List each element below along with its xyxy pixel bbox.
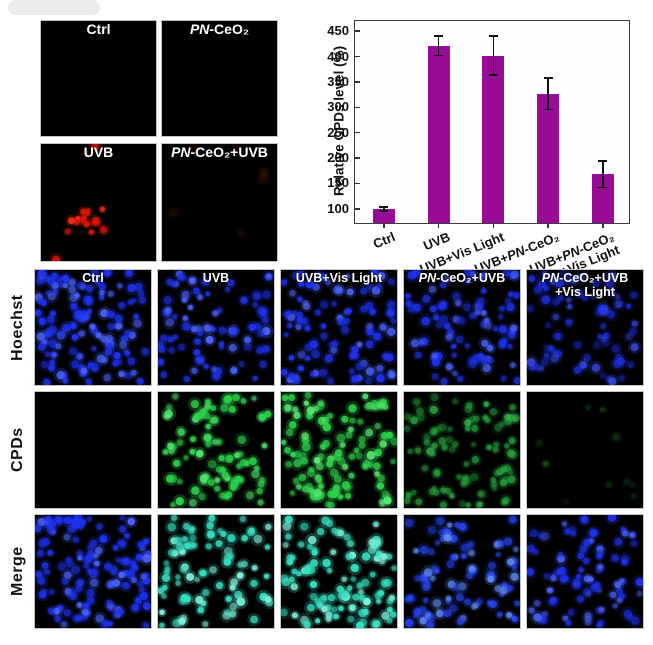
x-tick-mark	[383, 224, 385, 228]
panel-label: PN-CeO₂	[189, 21, 250, 37]
micro-cell-hoechst-uvb: UVB	[157, 269, 275, 386]
error-bar	[602, 161, 604, 188]
x-tick-mark	[547, 224, 549, 228]
y-tick-mark	[355, 55, 360, 58]
y-tick-mark	[355, 106, 360, 109]
bar	[591, 174, 614, 223]
fluorescence-image	[158, 270, 274, 385]
column-header: Ctrl	[82, 271, 104, 285]
micro-panel-ctrl: Ctrl	[40, 20, 157, 137]
y-tick-label: 200	[327, 150, 349, 166]
micro-panel-uvb: UVB	[40, 143, 157, 262]
micro-panel-pn-ceo2: PN-CeO₂	[161, 20, 278, 137]
panel-label: UVB	[83, 144, 114, 160]
micro-cell-hoechst-pnceo2-uvb: PN-CeO₂+UVB	[403, 269, 521, 386]
y-tick-label: 150	[327, 175, 349, 191]
micro-cell-cpds-ctrl	[34, 391, 152, 509]
fluorescence-image	[281, 270, 397, 385]
micro-cell-hoechst-pnceo2-uvb-vis: PN-CeO₂+UVB +Vis Light	[526, 269, 644, 386]
y-tick-mark	[355, 157, 360, 159]
y-tick-label: 250	[327, 124, 349, 140]
micro-cell-cpds-uvb	[157, 391, 275, 509]
error-bar	[547, 77, 549, 110]
bar	[537, 93, 560, 223]
panel-label: Ctrl	[86, 21, 111, 37]
fluorescence-image	[169, 144, 273, 240]
x-tick-mark	[602, 224, 604, 228]
error-bar-cap-top	[598, 160, 608, 162]
bar	[482, 55, 505, 223]
plot-area: 100 150 200 250 300 350 400 450 Ctrl UVB UVB+Vis L…	[327, 20, 630, 279]
fluorescence-image	[527, 515, 643, 628]
fluorescence-image	[49, 144, 110, 261]
fluorescence-image	[404, 270, 520, 385]
error-bar-cap-top	[434, 35, 444, 37]
y-tick-mark	[355, 81, 360, 83]
top-fluorescence-grid: Ctrl PN-CeO₂ UVB PN-CeO₂+UVB	[40, 20, 278, 262]
micro-cell-merge-uvb-vis	[280, 514, 398, 629]
column-header: PN-CeO₂+UVB	[418, 271, 506, 285]
column-header: UVB+Vis Light	[295, 271, 383, 285]
fluorescence-image	[527, 270, 642, 385]
error-bar	[492, 36, 495, 75]
micro-cell-merge-pnceo2-uvb	[403, 514, 521, 629]
y-tick-label: 450	[327, 23, 349, 39]
fluorescence-image	[35, 515, 151, 628]
y-tick-mark	[355, 30, 360, 32]
micro-cell-hoechst-ctrl: Ctrl	[34, 269, 152, 386]
fluorescence-image	[404, 515, 520, 628]
fluorescence-image	[158, 515, 274, 628]
error-bar	[437, 36, 440, 56]
error-bar-cap-bottom	[379, 210, 389, 212]
scan-smudge	[8, 0, 100, 15]
fluorescence-image	[35, 270, 151, 385]
column-header: UVB	[202, 271, 230, 285]
y-tick-mark	[355, 208, 360, 210]
y-tick-mark	[355, 131, 360, 134]
error-bar-cap-bottom	[598, 186, 608, 189]
error-bar-cap-bottom	[488, 74, 498, 76]
bar	[427, 45, 450, 223]
x-tick-mark	[437, 224, 440, 228]
y-tick-label: 300	[327, 99, 349, 115]
fluorescence-image	[41, 21, 156, 136]
error-bar-cap-top	[543, 77, 553, 79]
y-tick-label: 100	[327, 200, 349, 216]
row-label-merge: Merge	[9, 546, 26, 597]
x-tick-mark	[492, 224, 495, 228]
error-bar-cap-bottom	[434, 54, 444, 57]
error-bar-cap-top	[488, 35, 498, 37]
bottom-microscopy-grid: Ctrl UVB UVB+Vis Light PN-CeO₂+UVB PN-Ce…	[34, 269, 644, 629]
micro-cell-cpds-pnceo2-uvb	[403, 391, 521, 509]
fluorescence-image	[281, 392, 397, 508]
micro-cell-merge-pnceo2-uvb-vis	[526, 514, 644, 629]
fluorescence-image	[533, 402, 640, 507]
micro-cell-cpds-uvb-vis	[280, 391, 398, 509]
fluorescence-image	[281, 515, 397, 628]
fluorescence-image	[404, 392, 520, 508]
y-tick-mark	[355, 182, 360, 185]
error-bar	[383, 206, 385, 211]
micro-cell-merge-ctrl	[34, 514, 152, 629]
row-label-hoechst: Hoechst	[9, 294, 26, 361]
panel-label: PN-CeO₂+UVB	[171, 144, 268, 160]
y-tick-label: 350	[327, 73, 349, 89]
cpds-bar-chart: Relative CPDs level (%) 100 150 200 250 300 3…	[327, 0, 653, 279]
error-bar-cap-bottom	[543, 108, 553, 111]
fluorescence-image	[160, 392, 274, 508]
error-bar-cap-top	[379, 206, 389, 208]
row-label-cpds: CPDs	[9, 427, 26, 473]
micro-cell-hoechst-uvb-vis: UVB+Vis Light	[280, 269, 398, 386]
fluorescence-image	[162, 21, 277, 136]
y-tick-label: 400	[327, 48, 349, 64]
fluorescence-image	[35, 392, 151, 508]
column-header: PN-CeO₂+UVB +Vis Light	[541, 271, 629, 299]
bar	[372, 208, 395, 223]
micro-cell-merge-uvb	[157, 514, 275, 629]
micro-panel-pn-ceo2-uvb: PN-CeO₂+UVB	[161, 143, 278, 262]
micro-cell-cpds-pnceo2-uvb-vis	[526, 391, 644, 509]
